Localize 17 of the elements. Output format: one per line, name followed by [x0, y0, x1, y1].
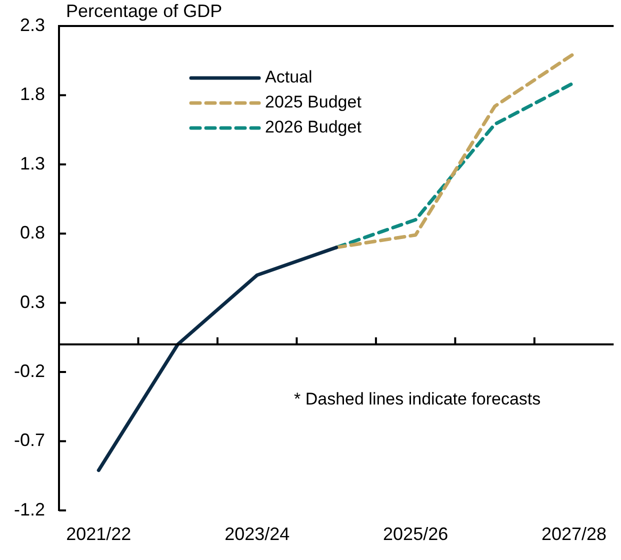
y-tick-label: -0.2 [14, 360, 46, 381]
legend-label: 2026 Budget [265, 118, 362, 137]
y-tick-label: 0.8 [20, 222, 46, 243]
legend-label: 2025 Budget [265, 92, 362, 112]
x-tick-label: 2021/22 [66, 524, 132, 544]
y-tick-label: 2.3 [20, 14, 46, 35]
y-tick-label: -0.7 [14, 430, 46, 450]
y-tick-label: 0.3 [20, 292, 46, 312]
legend-label: Actual [265, 68, 312, 87]
y-tick-label: 1.8 [20, 84, 46, 104]
x-tick-label: 2023/24 [224, 524, 290, 544]
y-tick-label: 1.3 [20, 153, 46, 174]
x-tick-label: 2027/28 [542, 524, 607, 544]
annotation: * Dashed lines indicate forecasts [294, 389, 541, 408]
x-tick-label: 2025/26 [383, 524, 448, 544]
y-axis-title: Percentage of GDP [66, 0, 222, 21]
y-tick-label: -1.2 [14, 499, 46, 520]
